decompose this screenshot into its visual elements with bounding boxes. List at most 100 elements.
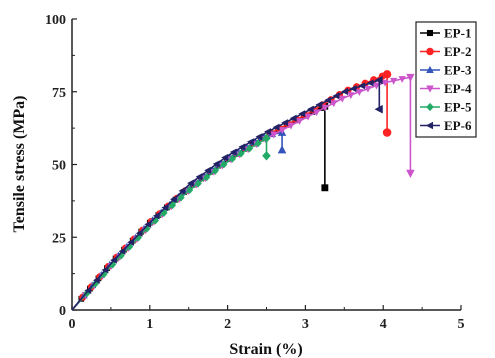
data-point xyxy=(381,79,389,87)
data-point xyxy=(255,133,263,141)
legend-marker xyxy=(425,121,434,130)
legend-item-ep-4: EP-4 xyxy=(420,81,472,96)
failure-point xyxy=(382,128,392,137)
legend-label: EP-1 xyxy=(444,26,471,41)
x-tick-label: 3 xyxy=(302,317,309,332)
y-tick-label: 0 xyxy=(59,304,66,319)
data-point xyxy=(295,118,304,125)
y-tick-label: 50 xyxy=(52,159,66,174)
failure-point xyxy=(321,184,329,192)
legend-label: EP-5 xyxy=(444,100,472,115)
failure-point xyxy=(277,145,287,154)
data-point xyxy=(304,113,312,121)
data-point xyxy=(270,131,278,139)
data-point xyxy=(161,203,169,212)
data-point xyxy=(315,101,323,109)
data-point xyxy=(298,110,306,118)
data-point xyxy=(382,70,392,79)
data-point xyxy=(135,229,143,237)
data-point xyxy=(330,100,338,108)
data-point xyxy=(229,148,237,156)
data-point xyxy=(203,173,211,182)
legend-item-ep-2: EP-2 xyxy=(420,44,471,59)
x-tick-label: 5 xyxy=(458,317,465,332)
x-tick-label: 2 xyxy=(224,317,231,332)
data-point xyxy=(254,139,262,148)
data-point xyxy=(358,82,366,90)
legend-label: EP-3 xyxy=(444,63,472,78)
data-point xyxy=(84,286,92,295)
data-point xyxy=(245,144,254,153)
x-tick-label: 0 xyxy=(69,317,76,332)
y-tick-label: 100 xyxy=(45,13,66,28)
data-point xyxy=(237,149,245,158)
data-point xyxy=(306,105,314,113)
series-ep-5 xyxy=(71,133,271,311)
series-line xyxy=(71,79,380,311)
data-point xyxy=(228,154,237,163)
data-point xyxy=(238,143,246,151)
data-point xyxy=(204,166,212,174)
data-point xyxy=(220,160,228,169)
series-layer xyxy=(71,70,415,311)
data-point xyxy=(246,138,254,146)
data-point xyxy=(313,109,321,117)
data-point xyxy=(289,114,297,122)
data-point xyxy=(117,251,125,260)
series-line xyxy=(71,105,326,311)
data-point xyxy=(118,247,126,255)
y-axis-title: Tensile stress (MPa) xyxy=(11,96,28,233)
data-point xyxy=(211,166,219,175)
data-point xyxy=(324,96,331,104)
data-point xyxy=(178,187,186,195)
data-point xyxy=(144,220,152,228)
legend-box xyxy=(415,21,477,138)
series-line xyxy=(71,137,267,311)
data-point xyxy=(187,179,194,187)
legend-label: EP-6 xyxy=(444,118,472,133)
legend-marker xyxy=(426,65,434,74)
series-ep-3 xyxy=(71,127,287,311)
data-point xyxy=(91,279,100,288)
data-point xyxy=(287,122,295,130)
failure-point xyxy=(374,104,383,114)
series-line xyxy=(71,76,411,311)
data-point xyxy=(341,87,348,96)
data-point xyxy=(355,89,363,96)
legend-item-ep-6: EP-6 xyxy=(420,118,472,133)
data-point xyxy=(390,77,398,85)
series-ep-4 xyxy=(71,73,415,311)
legend-label: EP-2 xyxy=(444,44,471,59)
failure-point xyxy=(406,169,415,178)
data-point xyxy=(212,160,220,168)
data-point xyxy=(152,212,160,220)
y-tick-label: 25 xyxy=(52,231,66,246)
data-point xyxy=(194,179,202,188)
x-axis-title: Strain (%) xyxy=(229,341,302,358)
x-tick-label: 1 xyxy=(146,317,153,332)
series-ep-2 xyxy=(71,70,392,311)
data-point xyxy=(321,104,329,112)
data-point xyxy=(110,256,117,264)
legend-marker xyxy=(426,102,434,112)
data-point xyxy=(169,195,177,203)
data-point xyxy=(349,85,357,93)
failure-point xyxy=(262,151,271,161)
x-tick-label: 4 xyxy=(380,317,387,332)
series-line xyxy=(71,131,283,311)
data-point xyxy=(186,186,194,194)
data-point xyxy=(177,193,185,202)
series-line xyxy=(71,73,388,311)
data-point xyxy=(332,92,340,100)
data-point xyxy=(374,75,383,85)
legend-label: EP-4 xyxy=(444,81,472,96)
data-point xyxy=(278,127,286,134)
legend-item-ep-1: EP-1 xyxy=(420,26,471,41)
data-point xyxy=(347,92,355,100)
legend-item-ep-5: EP-5 xyxy=(420,100,472,115)
data-point xyxy=(221,153,229,162)
data-point xyxy=(264,128,271,136)
data-point xyxy=(372,82,381,90)
